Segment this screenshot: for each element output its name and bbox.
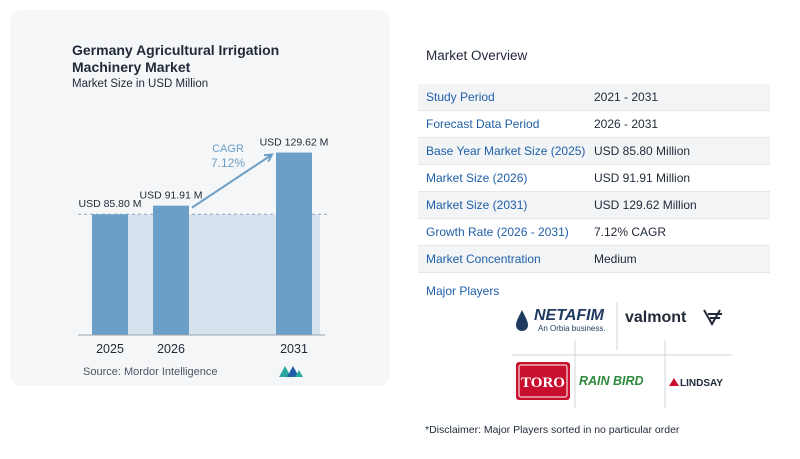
overview-label: Growth Rate (2026 - 2031): [426, 225, 569, 239]
overview-value: 2026 - 2031: [594, 117, 659, 131]
valmont-v-icon: [703, 309, 722, 327]
chart-subtitle: Market Size in USD Million: [72, 78, 209, 90]
bar-2031: [276, 152, 312, 335]
overview-value: Medium: [594, 252, 637, 266]
valmont-logo: valmont: [625, 309, 722, 327]
bar-2026: [153, 205, 189, 335]
overview-label: Study Period: [426, 90, 495, 104]
cagr-arrow: [191, 153, 273, 209]
valmont-wordmark: valmont: [625, 309, 687, 326]
x-tick-label: 2026: [157, 342, 185, 356]
toro-wordmark: TORO: [521, 375, 565, 391]
overview-row: Market Size (2031) USD 129.62 Million: [418, 192, 770, 219]
x-tick-label: 2025: [96, 342, 124, 356]
lindsay-logo: LINDSAY: [669, 378, 723, 389]
overview-label: Base Year Market Size (2025): [426, 144, 586, 158]
x-tick-label: 2031: [280, 342, 308, 356]
netafim-logo: NETAFIM An Orbia business.: [516, 307, 606, 333]
overview-label: Market Size (2026): [426, 171, 528, 185]
overview-value: 2021 - 2031: [594, 90, 659, 104]
overview-value: USD 91.91 Million: [594, 171, 691, 185]
players-logo-grid: NETAFIM An Orbia business. valmont TORO …: [512, 302, 732, 408]
overview-row: Growth Rate (2026 - 2031) 7.12% CAGR: [418, 219, 770, 246]
overview-row: Forecast Data Period 2026 - 2031: [418, 111, 770, 138]
rainbird-wordmark: RAIN BIRD: [579, 374, 644, 388]
overview-label: Market Concentration: [426, 252, 541, 266]
cagr-label: CAGR: [212, 143, 244, 155]
overview-label: Market Size (2031): [426, 198, 528, 212]
value-label: USD 85.80 M: [78, 198, 141, 210]
lindsay-mark-icon: [669, 378, 679, 386]
overview-label: Forecast Data Period: [426, 117, 540, 131]
overview-row: Base Year Market Size (2025) USD 85.80 M…: [418, 138, 770, 165]
droplet-icon: [516, 310, 528, 331]
value-label: USD 91.91 M: [139, 190, 202, 202]
rainbird-logo: RAIN BIRD: [579, 374, 644, 388]
netafim-tagline: An Orbia business.: [538, 324, 606, 333]
overview-table: Study Period 2021 - 2031 Forecast Data P…: [418, 84, 770, 273]
source-text: Source: Mordor Intelligence: [83, 366, 218, 378]
mordor-logo-icon: [279, 366, 303, 377]
netafim-wordmark: NETAFIM: [534, 307, 605, 324]
cagr-arrowhead-icon: [263, 153, 274, 163]
cagr-value: 7.12%: [211, 156, 245, 170]
bar-2025: [92, 214, 128, 335]
value-label: USD 129.62 M: [260, 137, 329, 149]
overview-value: USD 129.62 Million: [594, 198, 697, 212]
overview-row: Study Period 2021 - 2031: [418, 84, 770, 111]
overview-title: Market Overview: [426, 48, 528, 63]
overview-value: USD 85.80 Million: [594, 144, 691, 158]
overview-row: Market Size (2026) USD 91.91 Million: [418, 165, 770, 192]
players-title: Major Players: [426, 284, 500, 298]
toro-logo: TORO: [516, 362, 570, 400]
overview-row: Market Concentration Medium: [418, 246, 770, 273]
lindsay-wordmark: LINDSAY: [680, 378, 723, 389]
chart-title: Germany Agricultural Irrigation Machiner…: [72, 42, 280, 75]
overview-value: 7.12% CAGR: [594, 225, 667, 239]
disclaimer: *Disclaimer: Major Players sorted in no …: [425, 424, 680, 436]
